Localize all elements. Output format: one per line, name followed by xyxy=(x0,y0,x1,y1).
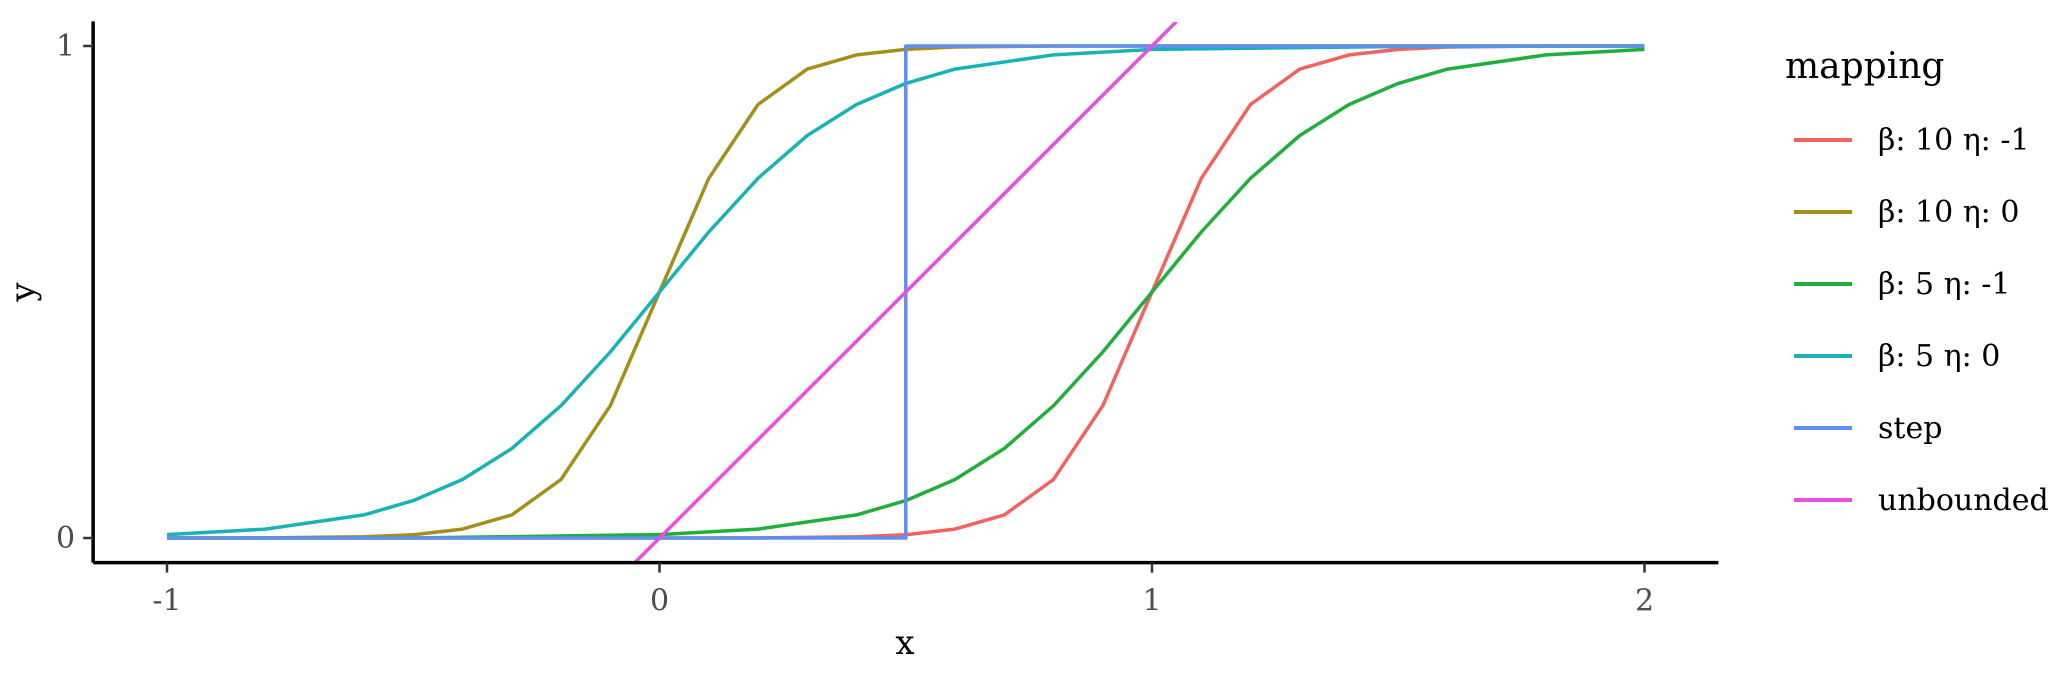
series-line-3 xyxy=(166,44,1645,537)
legend-items: β: 10 η: -1 β: 10 η: 0 β: 5 η: -1 β: 5 η: 0… xyxy=(1794,123,2049,518)
legend-label-0: β: 10 η: -1 xyxy=(1878,123,2030,158)
y-tick-label-0: 0 xyxy=(56,521,75,556)
legend-label-2: β: 5 η: -1 xyxy=(1878,267,2010,302)
legend-label-4: step xyxy=(1878,411,1942,446)
legend-item-2: β: 5 η: -1 xyxy=(1794,267,2010,302)
legend-item-5: unbounded xyxy=(1794,483,2049,518)
x-tick-label-1: 0 xyxy=(650,584,669,619)
legend-title: mapping xyxy=(1785,46,1944,87)
x-tick-label-3: 2 xyxy=(1635,584,1654,619)
y-axis-title: y xyxy=(3,282,43,303)
x-tick-label-2: 1 xyxy=(1142,584,1161,619)
legend-label-5: unbounded xyxy=(1878,483,2049,518)
x-tick-label-0: -1 xyxy=(152,584,181,619)
series-layer xyxy=(166,22,1645,562)
y-tick-label-1: 1 xyxy=(56,29,75,64)
legend-item-3: β: 5 η: 0 xyxy=(1794,339,2000,374)
legend-item-0: β: 10 η: -1 xyxy=(1794,123,2030,158)
series-line-5 xyxy=(633,22,1178,562)
x-axis-title: x xyxy=(895,623,914,663)
series-line-2 xyxy=(167,47,1645,540)
legend: mapping β: 10 η: -1β: 10 η: 0β: 5 η: -1β… xyxy=(1785,46,2049,518)
axis-layer: -1 0 1 2 0 1 xyxy=(56,21,1719,619)
legend-label-3: β: 5 η: 0 xyxy=(1878,339,2000,374)
legend-label-1: β: 10 η: 0 xyxy=(1878,195,2019,230)
legend-item-1: β: 10 η: 0 xyxy=(1794,195,2019,230)
legend-item-4: step xyxy=(1794,411,1942,446)
